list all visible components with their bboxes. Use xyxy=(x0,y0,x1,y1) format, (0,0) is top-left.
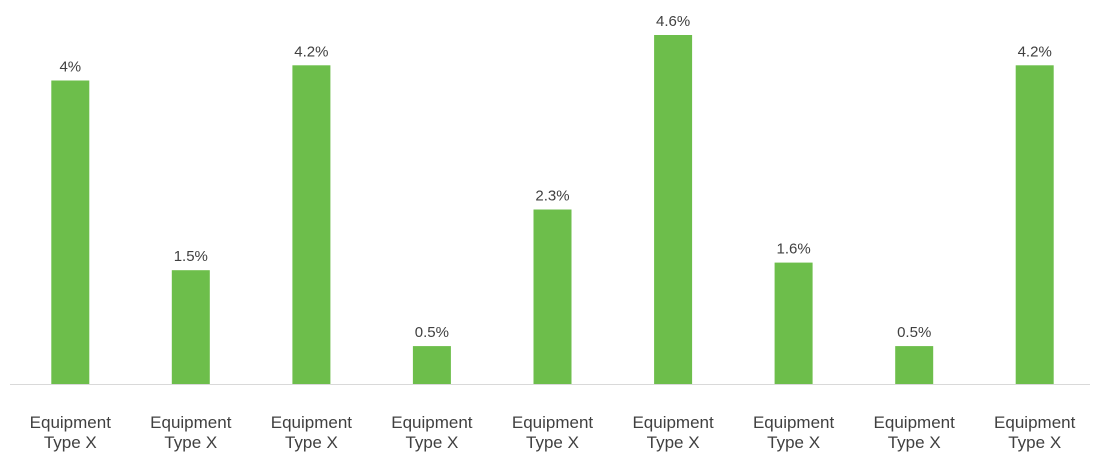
data-label-9: 4.2% xyxy=(1018,43,1052,60)
x-tick-label-line: Equipment xyxy=(512,413,594,432)
x-tick-label-line: Equipment xyxy=(271,413,353,432)
x-tick-label-line: Type X xyxy=(285,433,338,452)
bar-1 xyxy=(51,80,90,384)
x-tick-label-9: Equipment Type X xyxy=(994,413,1076,452)
x-tick-label-line: Equipment xyxy=(150,413,232,432)
bar-9 xyxy=(1015,65,1054,385)
x-tick-label-1: Equipment Type X xyxy=(30,413,112,452)
x-tick-label-5: Equipment Type X xyxy=(512,413,594,452)
x-tick-label-3: Equipment Type X xyxy=(271,413,353,452)
bars-layer xyxy=(51,35,1054,385)
bar-2 xyxy=(171,270,210,384)
x-tick-label-line: Type X xyxy=(767,433,820,452)
x-tick-label-line: Type X xyxy=(1008,433,1061,452)
x-tick-label-line: Type X xyxy=(647,433,700,452)
bar-5 xyxy=(533,209,572,384)
x-tick-label-4: Equipment Type X xyxy=(391,413,473,452)
x-tick-label-line: Type X xyxy=(44,433,97,452)
x-tick-label-line: Equipment xyxy=(753,413,835,432)
data-label-3: 4.2% xyxy=(294,43,328,60)
x-tick-label-line: Type X xyxy=(888,433,941,452)
x-tick-label-line: Equipment xyxy=(30,413,112,432)
data-label-4: 0.5% xyxy=(415,324,449,341)
bar-8 xyxy=(895,346,934,384)
x-tick-label-line: Equipment xyxy=(391,413,473,432)
bar-7 xyxy=(774,262,813,384)
x-tick-label-8: Equipment Type X xyxy=(874,413,956,452)
data-label-2: 1.5% xyxy=(174,248,208,265)
data-label-8: 0.5% xyxy=(897,324,931,341)
bar-3 xyxy=(292,65,331,385)
data-label-5: 2.3% xyxy=(535,188,569,205)
x-tick-label-6: Equipment Type X xyxy=(632,413,714,452)
data-label-6: 4.6% xyxy=(656,13,690,30)
x-tick-label-line: Equipment xyxy=(632,413,714,432)
x-tick-label-line: Type X xyxy=(526,433,579,452)
x-tick-label-line: Equipment xyxy=(874,413,956,432)
x-tick-label-line: Type X xyxy=(405,433,458,452)
data-label-1: 4% xyxy=(59,59,81,76)
data-label-7: 1.6% xyxy=(776,241,810,258)
bar-4 xyxy=(412,346,451,384)
x-tick-label-line: Equipment xyxy=(994,413,1076,432)
x-tick-label-2: Equipment Type X xyxy=(150,413,232,452)
bar-6 xyxy=(654,35,693,384)
x-tick-label-line: Type X xyxy=(164,433,217,452)
x-tick-label-7: Equipment Type X xyxy=(753,413,835,452)
data-labels-layer: 4% 1.5% 4.2% 0.5% 2.3% 4.6% 1.6% 0.5% 4.2% xyxy=(59,13,1051,341)
